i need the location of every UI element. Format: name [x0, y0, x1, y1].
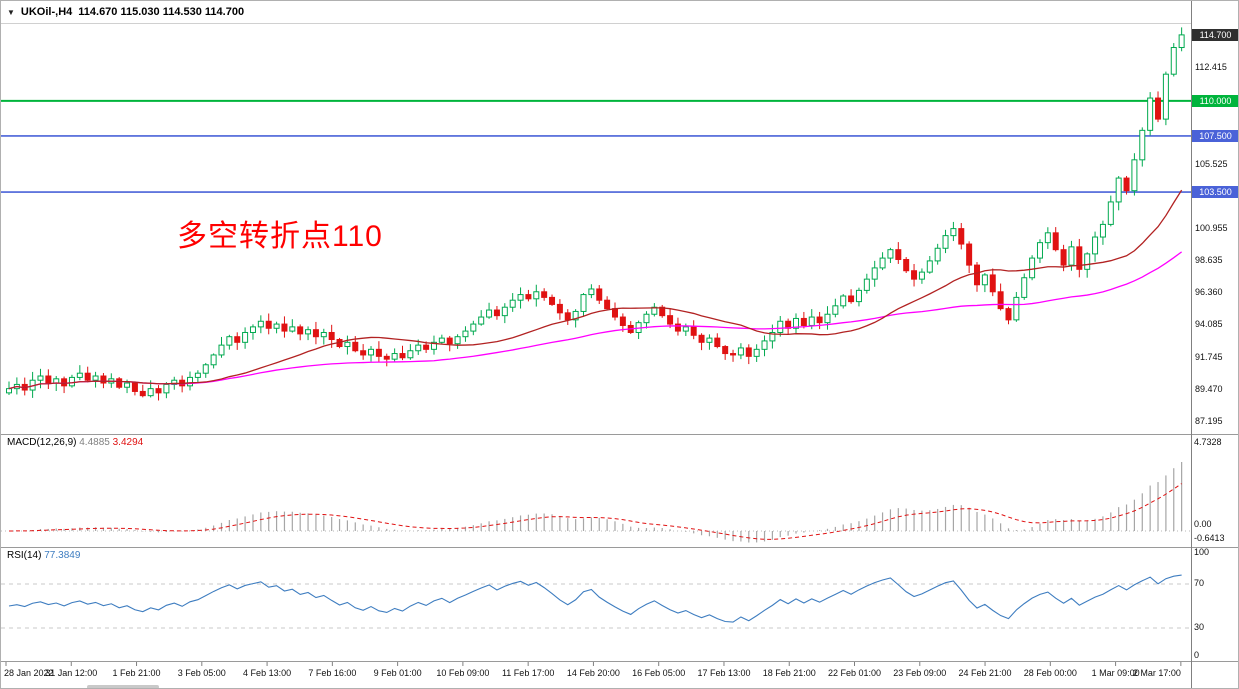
macd-name: MACD(12,26,9) [7, 437, 77, 448]
rsi-line [8, 574, 1182, 623]
level-badge-110.000: 110.000 [1192, 94, 1238, 107]
ma-fast-line [8, 189, 1183, 390]
time-axis-label: 11 Feb 17:00 [501, 668, 555, 678]
symbol-timeframe-label: UKOil-,H4 [20, 6, 73, 18]
time-axis-label: 17 Feb 13:00 [697, 668, 751, 678]
rsi-indicator-label: RSI(14) 77.3849 [7, 550, 80, 561]
time-axis-label: 31 Jan 12:00 [45, 668, 98, 678]
time-axis-label: 23 Feb 09:00 [893, 668, 947, 678]
time-axis-label: 2 Mar 17:00 [1132, 668, 1181, 678]
rsi-scale-70: 70 [1194, 578, 1205, 588]
time-axis-label: 3 Feb 05:00 [177, 668, 226, 678]
price-axis-label: 105.525 [1195, 158, 1228, 169]
rsi-scale-100: 100 [1194, 547, 1210, 557]
time-axis-label: 4 Feb 13:00 [243, 668, 292, 678]
chart-title-bar: ▼ UKOil-,H4 114.670 115.030 114.530 114.… [7, 6, 244, 18]
price-axis-label: 112.415 [1195, 61, 1227, 72]
time-axis-label: 22 Feb 01:00 [827, 668, 882, 678]
price-axis-label: 100.955 [1195, 222, 1228, 233]
macd-signal-line [8, 483, 1182, 540]
chevron-down-icon[interactable]: ▼ [7, 7, 15, 17]
rsi-scale-0: 0 [1194, 650, 1200, 660]
macd-scale-zero: 0.00 [1194, 519, 1212, 529]
chart-annotation-text[interactable]: 多空转折点110 [177, 220, 383, 253]
level-badge-107.500: 107.500 [1192, 129, 1238, 142]
macd-indicator-label: MACD(12,26,9) 4.4885 3.4294 [7, 437, 143, 448]
price-axis-label: 89.470 [1195, 384, 1223, 395]
time-axis-label: 1 Feb 21:00 [112, 668, 161, 678]
price-axis-label: 91.745 [1195, 352, 1223, 363]
level-badge-103.500: 103.500 [1192, 186, 1238, 199]
price-axis-label: 96.360 [1195, 287, 1223, 298]
time-axis-label: 1 Mar 09:00 [1091, 668, 1140, 678]
time-axis-label: 16 Feb 05:00 [632, 668, 686, 678]
price-axis-label: 94.085 [1195, 319, 1223, 330]
ohlc-values: 114.670 115.030 114.530 114.700 [78, 6, 245, 18]
time-axis-label: 24 Feb 21:00 [958, 668, 1012, 678]
candlesticks[interactable] [6, 27, 1185, 401]
macd-scale-top: 4.7328 [1194, 437, 1222, 447]
rsi-scale-30: 30 [1194, 622, 1205, 632]
macd-scale-min: -0.6413 [1194, 533, 1225, 543]
h-scrollbar-thumb[interactable] [87, 685, 159, 688]
time-axis-label: 10 Feb 09:00 [436, 668, 490, 678]
time-axis-label: 7 Feb 16:00 [308, 668, 357, 678]
rsi-name: RSI(14) [7, 550, 42, 561]
macd-main-value: 4.4885 [79, 437, 110, 448]
current-price-badge: 114.700 [1192, 28, 1238, 41]
time-axis-label: 9 Feb 01:00 [373, 668, 422, 678]
time-axis-label: 28 Jan 2022 [4, 668, 54, 678]
rsi-value: 77.3849 [44, 550, 81, 561]
time-axis-label: 18 Feb 21:00 [762, 668, 816, 678]
macd-signal-value: 3.4294 [112, 437, 144, 448]
time-axis-label: 28 Feb 00:00 [1023, 668, 1077, 678]
macd-histogram [16, 461, 1183, 543]
time-axis-label: 14 Feb 20:00 [566, 668, 620, 678]
price-axis-label: 98.635 [1195, 255, 1223, 266]
price-axis-label: 87.195 [1195, 416, 1223, 426]
